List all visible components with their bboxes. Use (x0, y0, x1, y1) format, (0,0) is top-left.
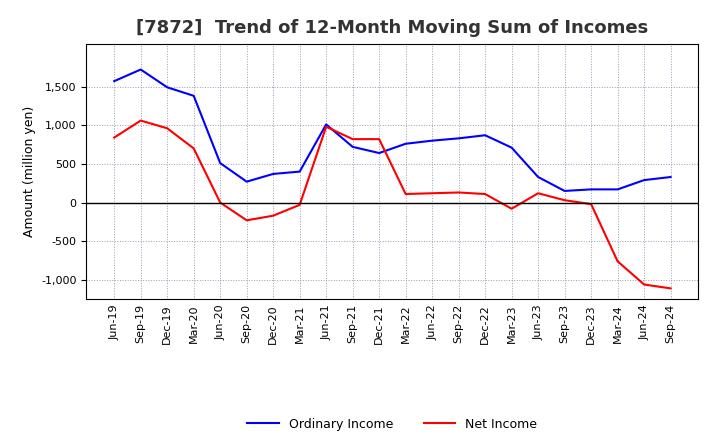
Legend: Ordinary Income, Net Income: Ordinary Income, Net Income (243, 413, 542, 436)
Net Income (348, 136, 357, 142)
Net Income (481, 191, 490, 197)
Line: Ordinary Income: Ordinary Income (114, 70, 670, 191)
Ordinary Income (587, 187, 595, 192)
Net Income (666, 286, 675, 291)
Ordinary Income (508, 145, 516, 150)
Net Income (189, 146, 198, 151)
Net Income (454, 190, 463, 195)
Ordinary Income (401, 141, 410, 147)
Net Income (534, 191, 542, 196)
Net Income (295, 202, 304, 208)
Line: Net Income: Net Income (114, 121, 670, 288)
Ordinary Income (666, 174, 675, 180)
Y-axis label: Amount (million yen): Amount (million yen) (22, 106, 35, 237)
Ordinary Income (163, 84, 171, 90)
Ordinary Income (428, 138, 436, 143)
Ordinary Income (613, 187, 622, 192)
Net Income (560, 198, 569, 203)
Ordinary Income (375, 150, 384, 156)
Ordinary Income (348, 144, 357, 150)
Net Income (401, 191, 410, 197)
Net Income (640, 282, 649, 287)
Net Income (269, 213, 277, 218)
Ordinary Income (110, 78, 119, 84)
Ordinary Income (454, 136, 463, 141)
Net Income (216, 200, 225, 205)
Net Income (428, 191, 436, 196)
Ordinary Income (216, 161, 225, 166)
Ordinary Income (136, 67, 145, 72)
Ordinary Income (295, 169, 304, 174)
Title: [7872]  Trend of 12-Month Moving Sum of Incomes: [7872] Trend of 12-Month Moving Sum of I… (136, 19, 649, 37)
Ordinary Income (189, 93, 198, 99)
Ordinary Income (481, 132, 490, 138)
Ordinary Income (560, 188, 569, 194)
Net Income (110, 135, 119, 140)
Net Income (163, 126, 171, 131)
Net Income (613, 259, 622, 264)
Ordinary Income (269, 171, 277, 176)
Net Income (322, 124, 330, 129)
Ordinary Income (243, 179, 251, 184)
Ordinary Income (534, 174, 542, 180)
Ordinary Income (640, 177, 649, 183)
Ordinary Income (322, 122, 330, 127)
Net Income (587, 202, 595, 207)
Net Income (375, 136, 384, 142)
Net Income (508, 206, 516, 211)
Net Income (243, 218, 251, 223)
Net Income (136, 118, 145, 123)
